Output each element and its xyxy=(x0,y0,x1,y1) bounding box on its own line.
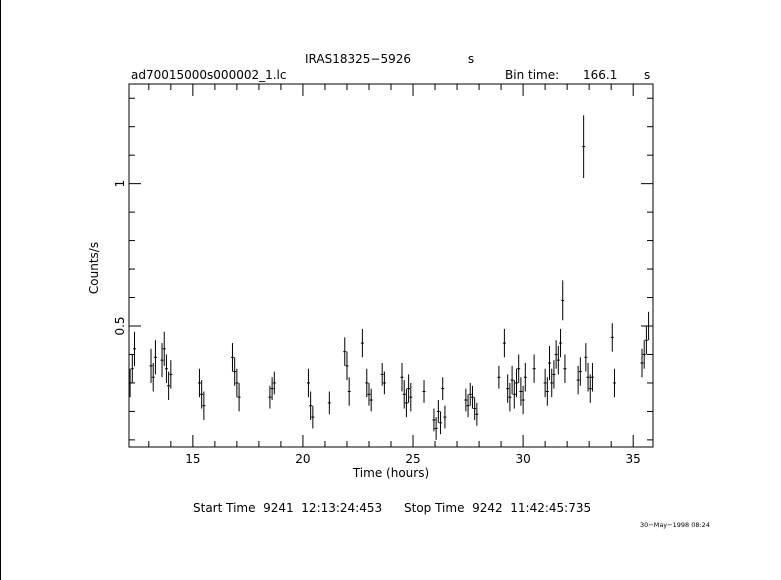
y-tick-label: 1 xyxy=(113,180,127,188)
x-tick-label: 35 xyxy=(626,452,641,466)
x-tick-label: 15 xyxy=(185,452,200,466)
x-tick-label: 25 xyxy=(405,452,420,466)
bin-time-label: Bin time: xyxy=(505,68,559,82)
x-axis-label: Time (hours) xyxy=(352,466,429,480)
chart-title: IRAS18325−5926 xyxy=(305,52,411,66)
bin-time-unit: s xyxy=(644,68,650,82)
y-axis-ticks: 0.51 xyxy=(113,97,653,441)
x-tick-label: 30 xyxy=(515,452,530,466)
file-name-label: ad70015000s000002_1.lc xyxy=(131,68,287,82)
start-time-label: Start Time 9241 12:13:24:453 xyxy=(193,501,382,515)
y-tick-label: 0.5 xyxy=(113,316,127,335)
y-axis-label: Counts/s xyxy=(87,242,101,294)
plot-frame xyxy=(128,83,654,448)
left-border-line xyxy=(0,0,1,580)
date-stamp: 30−May−1998 08:24 xyxy=(640,521,710,529)
x-tick-label: 20 xyxy=(295,452,310,466)
chart-title-suffix: s xyxy=(468,52,474,66)
x-axis-ticks: 15 20 25 30 35 xyxy=(148,84,641,466)
data-points xyxy=(128,115,651,440)
stop-time-label: Stop Time 9242 11:42:45:735 xyxy=(404,501,591,515)
bin-time-value: 166.1 xyxy=(583,68,617,82)
